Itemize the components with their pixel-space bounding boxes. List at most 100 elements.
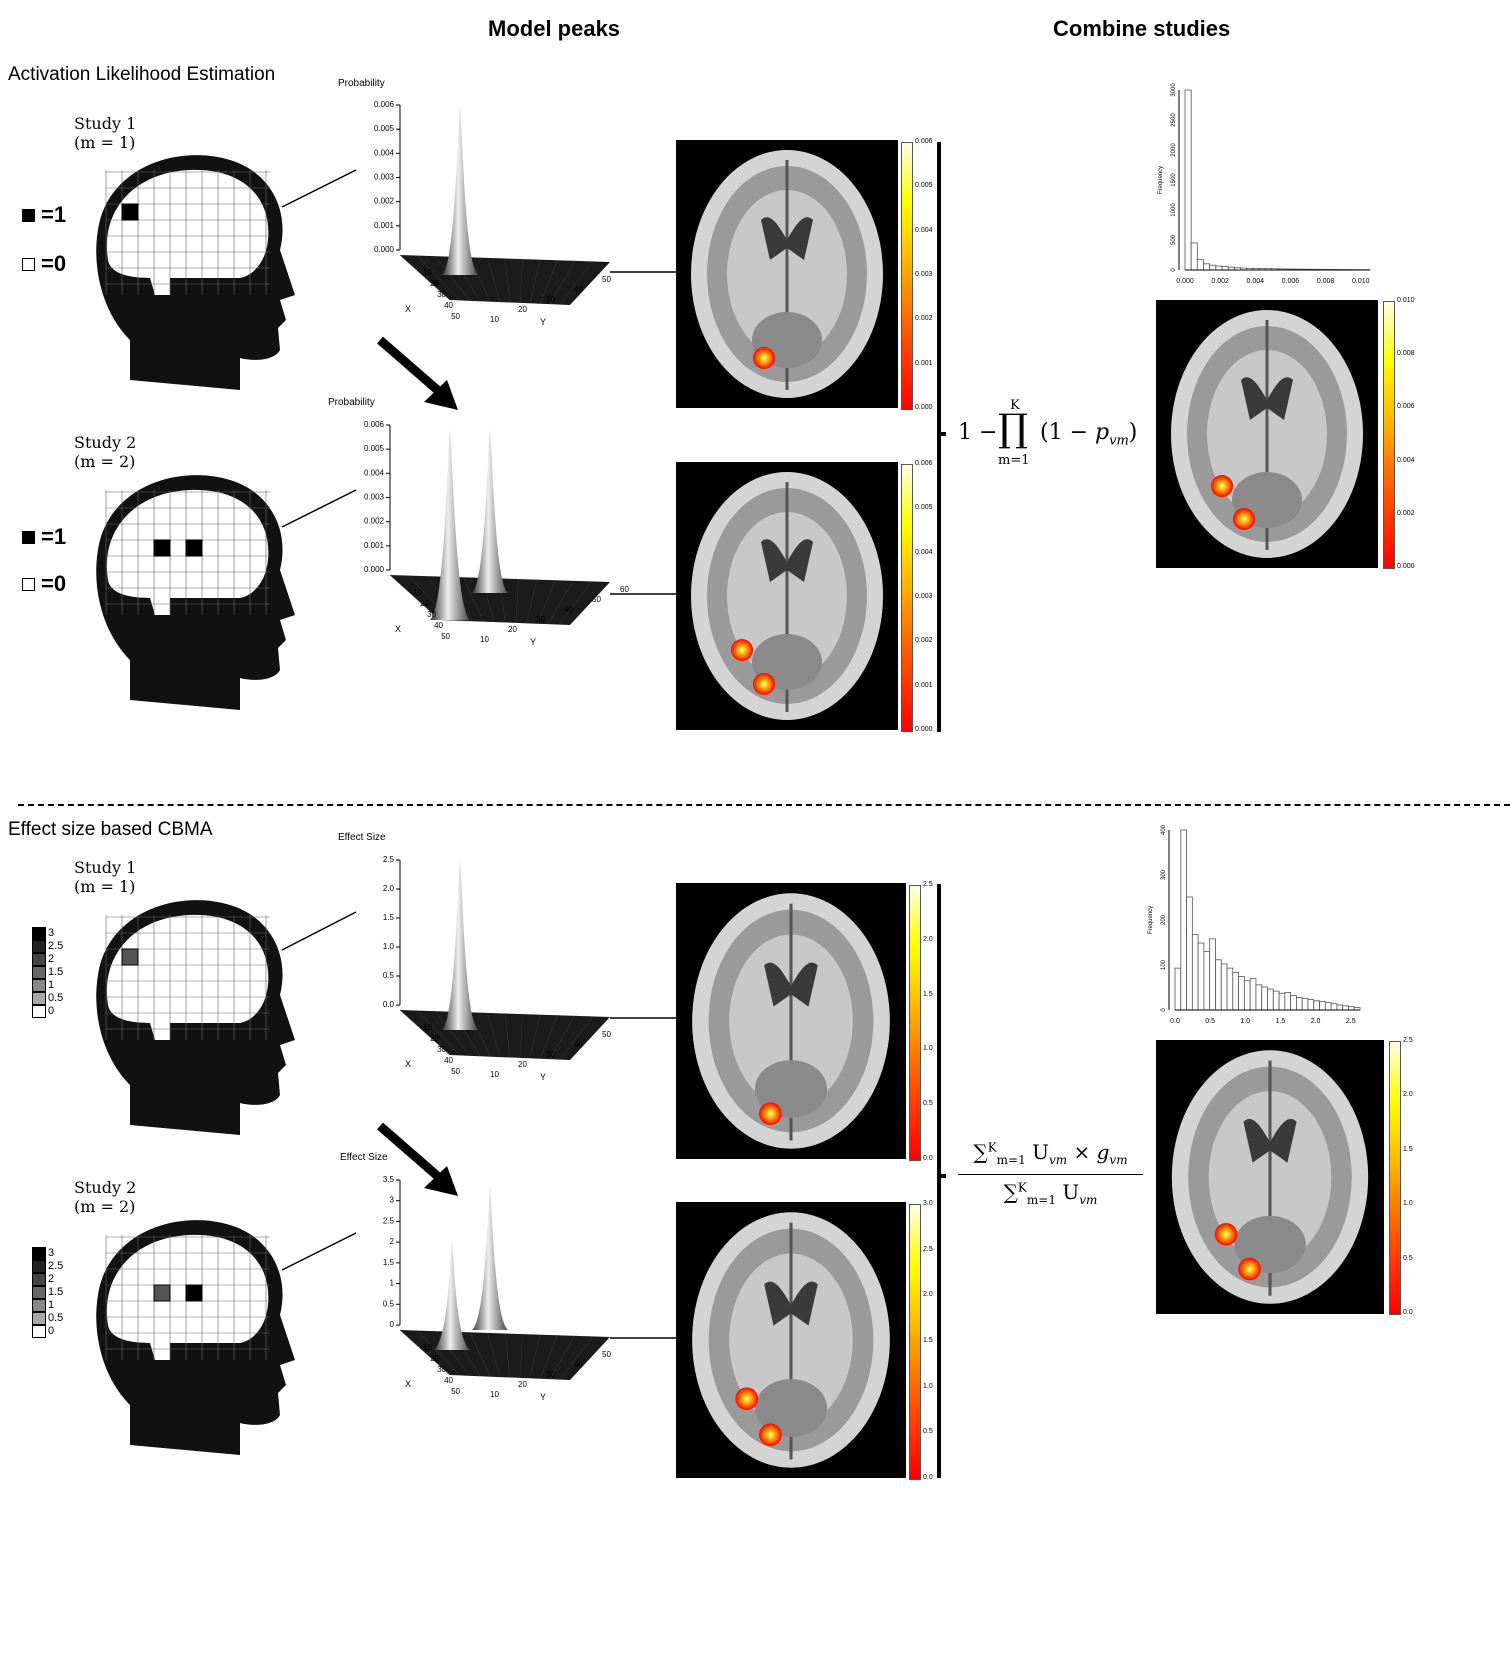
svg-text:1.0: 1.0: [1240, 1018, 1250, 1025]
svg-text:Y: Y: [530, 637, 536, 647]
colorbar-ticks-ale-combined: 0.010 0.008 0.006 0.004 0.002 0.000: [1397, 297, 1427, 570]
svg-text:30: 30: [437, 1365, 446, 1374]
peak-plot-es-study1: 2.52.01.51.00.50.01020304050X10203040506…: [383, 855, 612, 1082]
svg-text:0.5: 0.5: [1205, 1018, 1215, 1025]
colorbar-tick: 0.000: [915, 404, 933, 411]
svg-text:2.0: 2.0: [1311, 1018, 1321, 1025]
svg-text:30: 30: [437, 1045, 446, 1054]
colorbar-ticks-es-combined: 2.5 2.0 1.5 1.0 0.5 0.0: [1403, 1037, 1433, 1316]
legend-active-label: =1: [41, 524, 67, 549]
svg-text:400: 400: [1161, 824, 1167, 835]
white-square-icon: [22, 257, 35, 271]
colorbar-ale-1: [901, 142, 913, 410]
svg-text:1.5: 1.5: [1276, 1018, 1286, 1025]
svg-text:10: 10: [490, 1390, 499, 1399]
svg-text:40: 40: [444, 301, 453, 310]
svg-text:0.003: 0.003: [364, 493, 385, 502]
svg-text:40: 40: [574, 1360, 583, 1369]
grayscale-label: 2: [48, 1273, 55, 1285]
colorbar-tick: 1.5: [923, 990, 933, 998]
svg-text:0.002: 0.002: [364, 517, 385, 526]
svg-text:2.5: 2.5: [383, 855, 395, 864]
grayscale-label: 1: [48, 979, 55, 991]
svg-text:0.004: 0.004: [364, 468, 385, 477]
es-formula: ∑Km=1 Uvm × gvm ∑Km=1 Uvm: [958, 1140, 1148, 1220]
svg-text:30: 30: [546, 295, 555, 304]
svg-text:2.5: 2.5: [1346, 1018, 1356, 1025]
arrow-icon: [377, 336, 458, 410]
peak-plot-ale-study1: 0.006 0.005 0.004 0.003 0.002 0.001 0.000 10 20 3…: [374, 100, 611, 327]
colorbar-tick: 0.005: [915, 182, 933, 190]
es-section-title: Effect size based CBMA: [8, 819, 213, 840]
brain-slice-es-2: [676, 1202, 906, 1478]
colorbar-tick: 0.003: [915, 271, 933, 278]
grayscale-label: 1: [48, 1299, 55, 1311]
ale-zlabel-1: Probability: [338, 78, 385, 89]
colorbar-tick: 0.006: [915, 138, 933, 145]
svg-text:0.000: 0.000: [374, 245, 395, 254]
grayscale-label: 0: [48, 1005, 55, 1017]
ale-study2-label: Study 2 (m = 2): [74, 433, 136, 471]
grayscale-label: 2.5: [48, 940, 64, 952]
colorbar-es-2: [909, 1204, 921, 1480]
colorbar-ale-combined: [1383, 301, 1395, 569]
svg-text:0.001: 0.001: [364, 541, 385, 550]
svg-text:1500: 1500: [1171, 173, 1177, 187]
colorbar-tick: 2.5: [923, 881, 933, 888]
svg-text:0.005: 0.005: [364, 444, 385, 453]
svg-text:X: X: [405, 304, 411, 314]
svg-text:1: 1: [390, 1279, 395, 1288]
svg-text:Frequency: Frequency: [1158, 166, 1164, 194]
svg-text:30: 30: [437, 290, 446, 299]
study-name: Study 2: [74, 1178, 137, 1197]
svg-text:0.000: 0.000: [364, 565, 385, 574]
svg-text:40: 40: [434, 621, 443, 630]
legend-inactive-2: =0: [22, 571, 66, 597]
svg-text:0: 0: [1171, 268, 1177, 272]
colorbar-tick: 0.004: [915, 226, 933, 234]
svg-text:50: 50: [602, 1030, 611, 1039]
colorbar-tick: 2.0: [1403, 1091, 1413, 1099]
colorbar-ticks-es-1: 2.5 2.0 1.5 1.0 0.5 0.0: [923, 881, 953, 1162]
svg-text:0.006: 0.006: [1282, 278, 1300, 285]
study-name: Study 1: [74, 858, 137, 877]
colorbar-tick: 0.001: [915, 359, 933, 367]
grayscale-legend-2: 3 2.5 2 1.5 1 0.5 0: [32, 1247, 63, 1338]
svg-text:2500: 2500: [1171, 113, 1177, 127]
brain-slice-ale-2: [676, 462, 898, 730]
svg-text:0.001: 0.001: [374, 221, 395, 230]
svg-text:0.0: 0.0: [1170, 1018, 1180, 1025]
svg-text:10: 10: [423, 1343, 432, 1352]
svg-text:0.000: 0.000: [1176, 278, 1194, 285]
legend-inactive-label: =0: [41, 251, 67, 276]
colorbar-tick: 1.5: [1403, 1145, 1413, 1153]
model-peaks-header: Model peaks: [488, 16, 621, 41]
colorbar-tick: 0.0: [923, 1155, 933, 1162]
svg-text:20: 20: [430, 1034, 439, 1043]
colorbar-ticks-es-2: 3.0 2.5 2.0 1.5 1.0 0.5 0.0: [923, 1200, 953, 1481]
svg-text:0.005: 0.005: [374, 124, 395, 133]
colorbar-ticks-ale-2: 0.006 0.005 0.004 0.003 0.002 0.001 0.000: [915, 460, 945, 733]
study-m: (m = 1): [74, 133, 136, 152]
colorbar-tick: 3.0: [923, 1200, 933, 1207]
white-square-icon: [22, 577, 35, 591]
study-m: (m = 2): [74, 1197, 136, 1216]
svg-text:60: 60: [620, 585, 629, 594]
connector-lines-ale: [281, 142, 946, 732]
grayscale-label: 3: [48, 927, 55, 939]
svg-text:3.5: 3.5: [383, 1175, 395, 1184]
study-m: (m = 2): [74, 452, 136, 471]
svg-text:10: 10: [480, 635, 489, 644]
colorbar-tick: 0.002: [915, 315, 933, 323]
brain-slice-ale-combined: [1156, 300, 1378, 568]
colorbar-tick: 0.006: [1397, 403, 1415, 411]
es-study2-label: Study 2 (m = 2): [74, 1178, 136, 1216]
grayscale-label: 2: [48, 953, 55, 965]
colorbar-tick: 0.5: [923, 1100, 933, 1108]
svg-text:X: X: [405, 1379, 411, 1389]
grayscale-label: 1.5: [48, 1286, 64, 1298]
es-zlabel-1: Effect Size: [338, 832, 386, 843]
svg-text:20: 20: [430, 279, 439, 288]
ale-formula: 1 − K ∏ m=1 (1 − pvm): [958, 398, 1138, 468]
svg-text:30: 30: [427, 610, 436, 619]
